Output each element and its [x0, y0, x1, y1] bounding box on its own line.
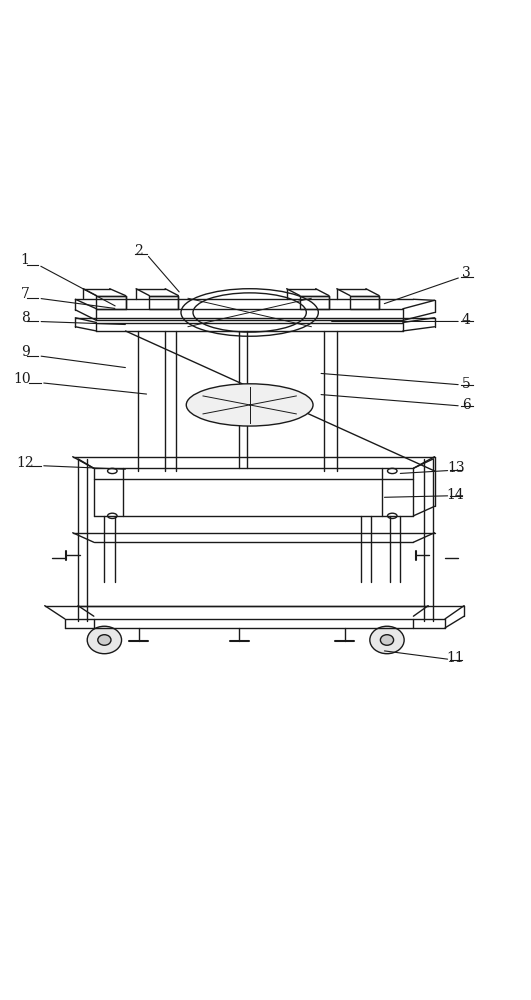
Ellipse shape [186, 384, 313, 426]
Text: 10: 10 [14, 372, 31, 386]
Ellipse shape [380, 635, 393, 645]
Text: 9: 9 [21, 345, 30, 359]
Bar [97, 296, 125, 309]
Text: 4: 4 [462, 313, 470, 327]
Ellipse shape [370, 626, 404, 654]
Ellipse shape [87, 626, 122, 654]
Text: 14: 14 [447, 488, 465, 502]
Bar [350, 296, 379, 309]
Bar [300, 296, 329, 309]
Bar [149, 296, 178, 309]
Text: 13: 13 [447, 461, 465, 475]
Text: 11: 11 [447, 651, 465, 665]
Text: 2: 2 [134, 244, 143, 258]
Text: 8: 8 [21, 311, 30, 325]
Text: 6: 6 [462, 398, 470, 412]
Text: 1: 1 [21, 253, 30, 267]
Text: 7: 7 [21, 287, 30, 301]
Text: 5: 5 [462, 377, 470, 391]
Text: 12: 12 [16, 456, 34, 470]
Ellipse shape [98, 635, 111, 645]
Text: 3: 3 [462, 266, 470, 280]
